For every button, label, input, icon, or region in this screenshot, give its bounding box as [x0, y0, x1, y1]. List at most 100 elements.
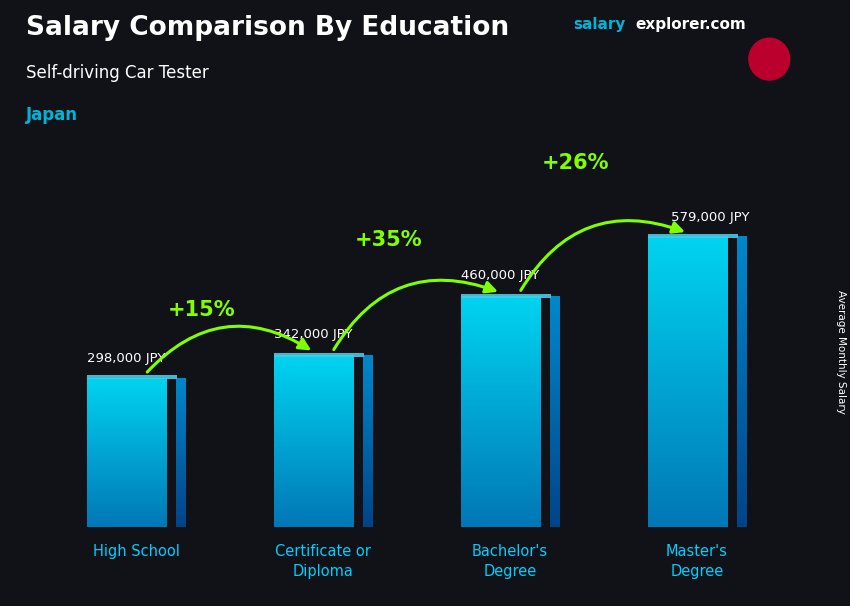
Bar	[176, 410, 185, 411]
Bar	[88, 518, 167, 519]
Bar	[462, 460, 541, 461]
Bar	[462, 365, 541, 367]
Bar	[88, 398, 167, 399]
Bar	[737, 241, 746, 242]
Bar	[462, 450, 541, 451]
Text: Salary Comparison By Education: Salary Comparison By Education	[26, 15, 508, 41]
Bar	[363, 523, 372, 524]
Bar	[550, 358, 559, 359]
Bar	[737, 448, 746, 450]
Bar	[737, 379, 746, 381]
Bar	[737, 244, 746, 245]
Bar	[737, 459, 746, 461]
Bar	[737, 295, 746, 296]
Bar	[550, 400, 559, 401]
Bar	[550, 362, 559, 363]
Bar	[176, 496, 185, 498]
Bar	[176, 476, 185, 477]
Bar	[737, 324, 746, 325]
Bar	[363, 379, 372, 381]
Bar	[649, 298, 728, 299]
Bar	[363, 416, 372, 418]
Bar	[649, 335, 728, 337]
Bar	[462, 482, 541, 484]
Bar	[462, 521, 541, 522]
Bar	[363, 360, 372, 361]
Bar	[176, 514, 185, 515]
Bar	[550, 325, 559, 326]
Bar	[363, 378, 372, 379]
Bar	[363, 401, 372, 402]
Bar	[462, 444, 541, 445]
Bar	[737, 472, 746, 473]
Bar	[88, 478, 167, 479]
Bar	[649, 453, 728, 454]
Bar	[88, 439, 167, 440]
Bar	[649, 264, 728, 265]
Bar	[737, 456, 746, 458]
Bar	[550, 524, 559, 525]
Bar	[737, 425, 746, 427]
Bar	[275, 504, 354, 505]
Circle shape	[749, 38, 790, 80]
Bar	[649, 407, 728, 408]
Bar	[176, 378, 185, 379]
Bar	[649, 459, 728, 461]
Bar	[462, 318, 541, 319]
Bar	[275, 407, 354, 408]
Bar	[176, 425, 185, 426]
Bar	[176, 509, 185, 510]
Bar	[88, 525, 167, 526]
Bar	[88, 481, 167, 482]
Bar	[88, 523, 167, 524]
Bar	[737, 289, 746, 290]
Bar	[275, 377, 354, 378]
Bar	[363, 357, 372, 358]
Bar	[462, 442, 541, 443]
Bar	[737, 430, 746, 431]
Bar	[88, 379, 167, 380]
Bar	[737, 498, 746, 499]
Bar	[649, 334, 728, 335]
Bar	[363, 399, 372, 400]
Bar	[550, 488, 559, 489]
Bar	[550, 335, 559, 336]
Bar	[550, 479, 559, 480]
Bar	[550, 504, 559, 505]
Bar	[88, 436, 167, 437]
Bar	[363, 431, 372, 432]
Bar	[88, 435, 167, 436]
Bar	[649, 296, 728, 298]
Bar	[649, 299, 728, 301]
Bar	[275, 370, 354, 371]
Bar	[363, 498, 372, 499]
Bar	[649, 305, 728, 306]
Bar	[275, 444, 354, 445]
Bar	[737, 521, 746, 523]
Bar	[649, 321, 728, 322]
Bar	[363, 486, 372, 487]
Bar	[462, 439, 541, 441]
Bar	[176, 387, 185, 388]
Bar	[176, 475, 185, 476]
Bar	[550, 398, 559, 399]
Bar	[275, 480, 354, 481]
Bar	[737, 405, 746, 407]
Bar	[275, 378, 354, 379]
Bar	[363, 496, 372, 497]
Bar	[462, 351, 541, 353]
Bar	[649, 370, 728, 371]
Bar	[363, 427, 372, 428]
Bar	[550, 487, 559, 488]
Bar	[737, 427, 746, 428]
Bar	[275, 487, 354, 488]
Bar	[550, 444, 559, 445]
Bar	[275, 491, 354, 492]
Bar	[649, 478, 728, 479]
Bar	[737, 284, 746, 286]
Bar	[363, 487, 372, 488]
Bar	[462, 319, 541, 321]
Bar	[363, 448, 372, 449]
Bar	[737, 251, 746, 253]
Bar	[737, 355, 746, 356]
